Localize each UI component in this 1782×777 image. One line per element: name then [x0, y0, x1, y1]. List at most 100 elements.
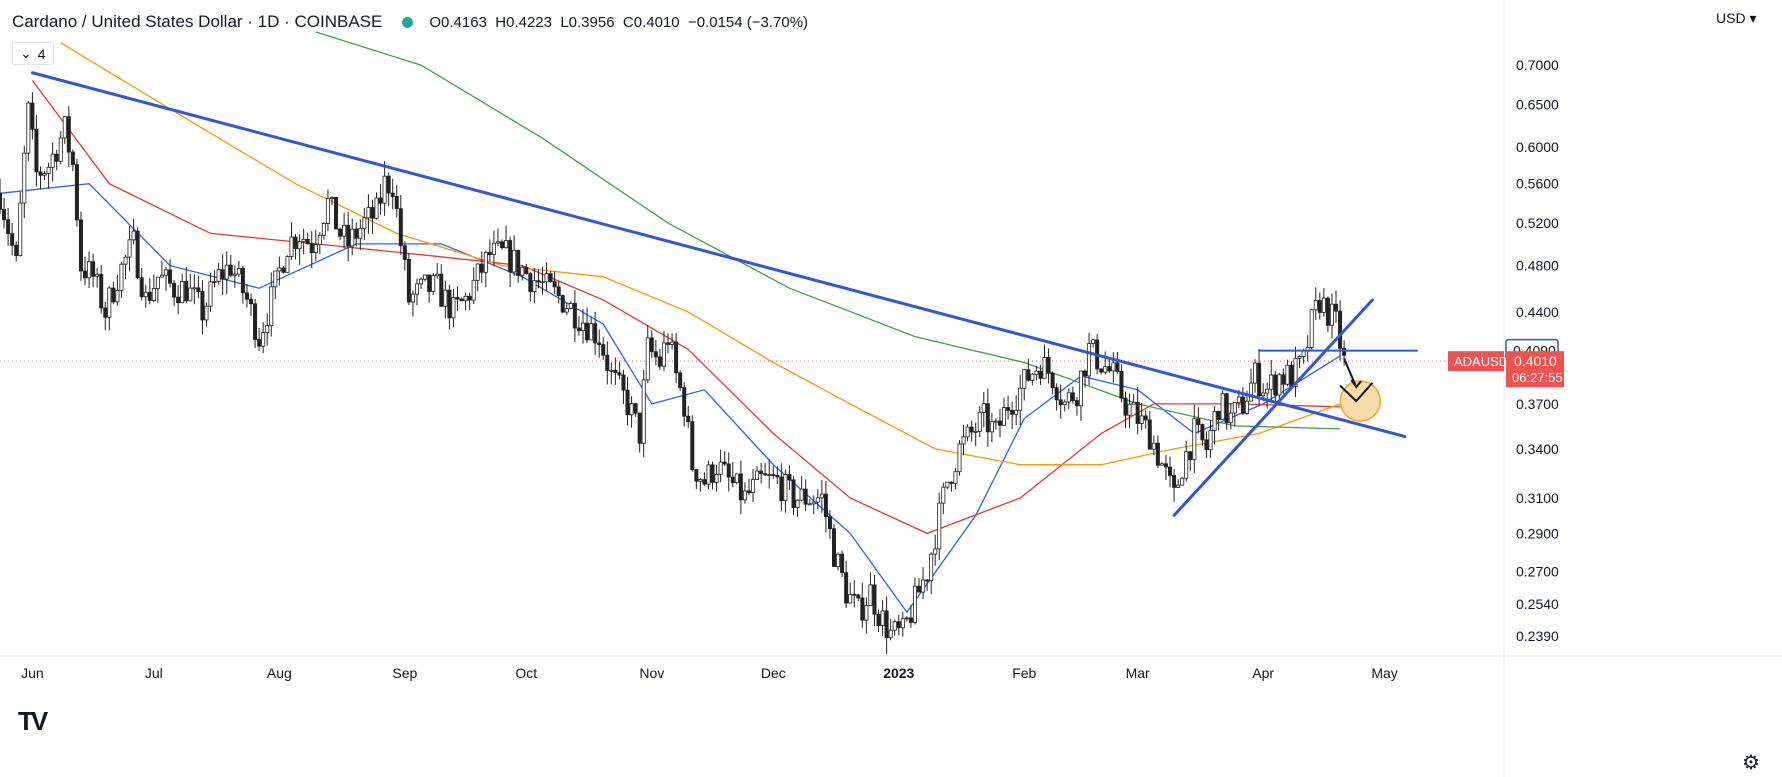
candle-body [686, 415, 691, 423]
candle-body [1269, 374, 1274, 390]
candle-body [997, 420, 1002, 426]
time-axis[interactable]: Jun Jul Aug Sep Oct Nov Dec 2023 Feb Mar Apr May [0, 655, 1782, 681]
candle-body [1309, 309, 1314, 348]
candle-body [1046, 357, 1051, 374]
candle-body [892, 621, 897, 631]
candle-body [751, 479, 756, 494]
candle-body [1030, 373, 1035, 381]
candle-body [880, 610, 885, 626]
candle-body [6, 219, 11, 235]
moving-average-line [60, 42, 1341, 466]
candle-body [1208, 430, 1213, 451]
candle-body [803, 488, 808, 505]
candle-body [317, 234, 322, 246]
close-value: C0.4010 [622, 13, 680, 31]
moving-average-line [0, 183, 1341, 614]
candle-body [666, 342, 671, 345]
candle-body [759, 470, 764, 475]
time-tick-label: Mar [1126, 665, 1150, 681]
candle-body [204, 305, 209, 321]
candle-body [224, 264, 229, 280]
candle-body [1058, 399, 1063, 405]
candle-body [2, 209, 7, 221]
candle-body [552, 281, 557, 288]
indicator-count: 4 [37, 45, 46, 62]
candle-body [451, 297, 456, 319]
candle-body [1321, 297, 1326, 313]
candle-body [856, 594, 861, 599]
candle-body [309, 243, 314, 254]
candle-body [710, 464, 715, 483]
time-tick-label: Oct [515, 665, 537, 681]
candle-body [649, 337, 654, 353]
moving-averages [0, 31, 1341, 614]
candle-body [172, 282, 177, 298]
trendline[interactable] [1172, 298, 1374, 517]
candle-body [374, 197, 379, 219]
candle-body [682, 387, 687, 417]
trendline[interactable] [30, 71, 1407, 439]
symbol-title[interactable]: Cardano / United States Dollar · 1D · CO… [12, 12, 383, 31]
candle-body [872, 584, 877, 615]
price-tick-label: 0.6000 [1516, 139, 1559, 155]
candle-body [378, 197, 383, 204]
candle-body [516, 249, 521, 276]
candle-body [410, 293, 415, 303]
change-value: −0.0154 (−3.70%) [687, 13, 809, 31]
trendlines[interactable] [30, 71, 1418, 517]
candle-body [572, 303, 577, 329]
candle-body [1168, 466, 1173, 476]
annotation-path[interactable] [1339, 382, 1374, 403]
candles [0, 92, 1347, 654]
candle-body [1216, 410, 1221, 421]
time-tick-label: Apr [1252, 665, 1274, 681]
candle-body [580, 322, 585, 332]
candle-body [1180, 477, 1185, 486]
candle-body [74, 164, 79, 221]
candle-body [674, 341, 679, 374]
candle-body [196, 287, 201, 292]
candle-body [1147, 419, 1152, 450]
candle-body [249, 298, 254, 305]
candle-body [1261, 392, 1266, 396]
candle-body [706, 464, 711, 485]
candle-body [463, 295, 468, 302]
candle-body [212, 281, 217, 283]
candle-body [544, 273, 549, 283]
candle-body [799, 488, 804, 501]
candle-body [487, 251, 492, 256]
currency-selector[interactable]: USD ▾ [1716, 10, 1756, 27]
candle-body [775, 474, 780, 478]
candle-body [402, 245, 407, 260]
candle-body [904, 617, 909, 620]
candle-body [220, 269, 225, 280]
candle-body [38, 171, 43, 176]
annotation-arrow[interactable] [1343, 358, 1358, 388]
candle-body [921, 579, 926, 593]
candle-body [576, 327, 581, 332]
candle-body [346, 224, 351, 247]
gear-icon[interactable]: ⚙ [1742, 752, 1760, 774]
candle-body [949, 481, 954, 484]
candle-body [42, 173, 47, 176]
candle-body [91, 261, 96, 277]
price-axis[interactable]: 0.7000 0.6500 0.6000 0.5600 0.5200 0.4800 0.44… [1448, 0, 1564, 777]
price-tick-label: 0.4400 [1516, 304, 1559, 320]
candle-body [1244, 400, 1249, 414]
candle-body [827, 516, 832, 530]
indicators-toggle-button[interactable]: ⌄ 4 [12, 42, 54, 65]
candle-body [163, 269, 168, 276]
candle-body [609, 369, 614, 372]
candle-body [491, 242, 496, 256]
candle-body [435, 273, 440, 277]
candle-body [253, 303, 258, 340]
time-tick-label: Jul [145, 665, 163, 681]
low-value: L0.3956 [560, 13, 615, 31]
candle-body [87, 261, 92, 279]
candle-body [763, 473, 768, 476]
candle-body [625, 389, 630, 416]
highlight-circle[interactable] [1339, 380, 1382, 422]
candle-body [366, 207, 371, 219]
candle-body [1325, 297, 1330, 326]
